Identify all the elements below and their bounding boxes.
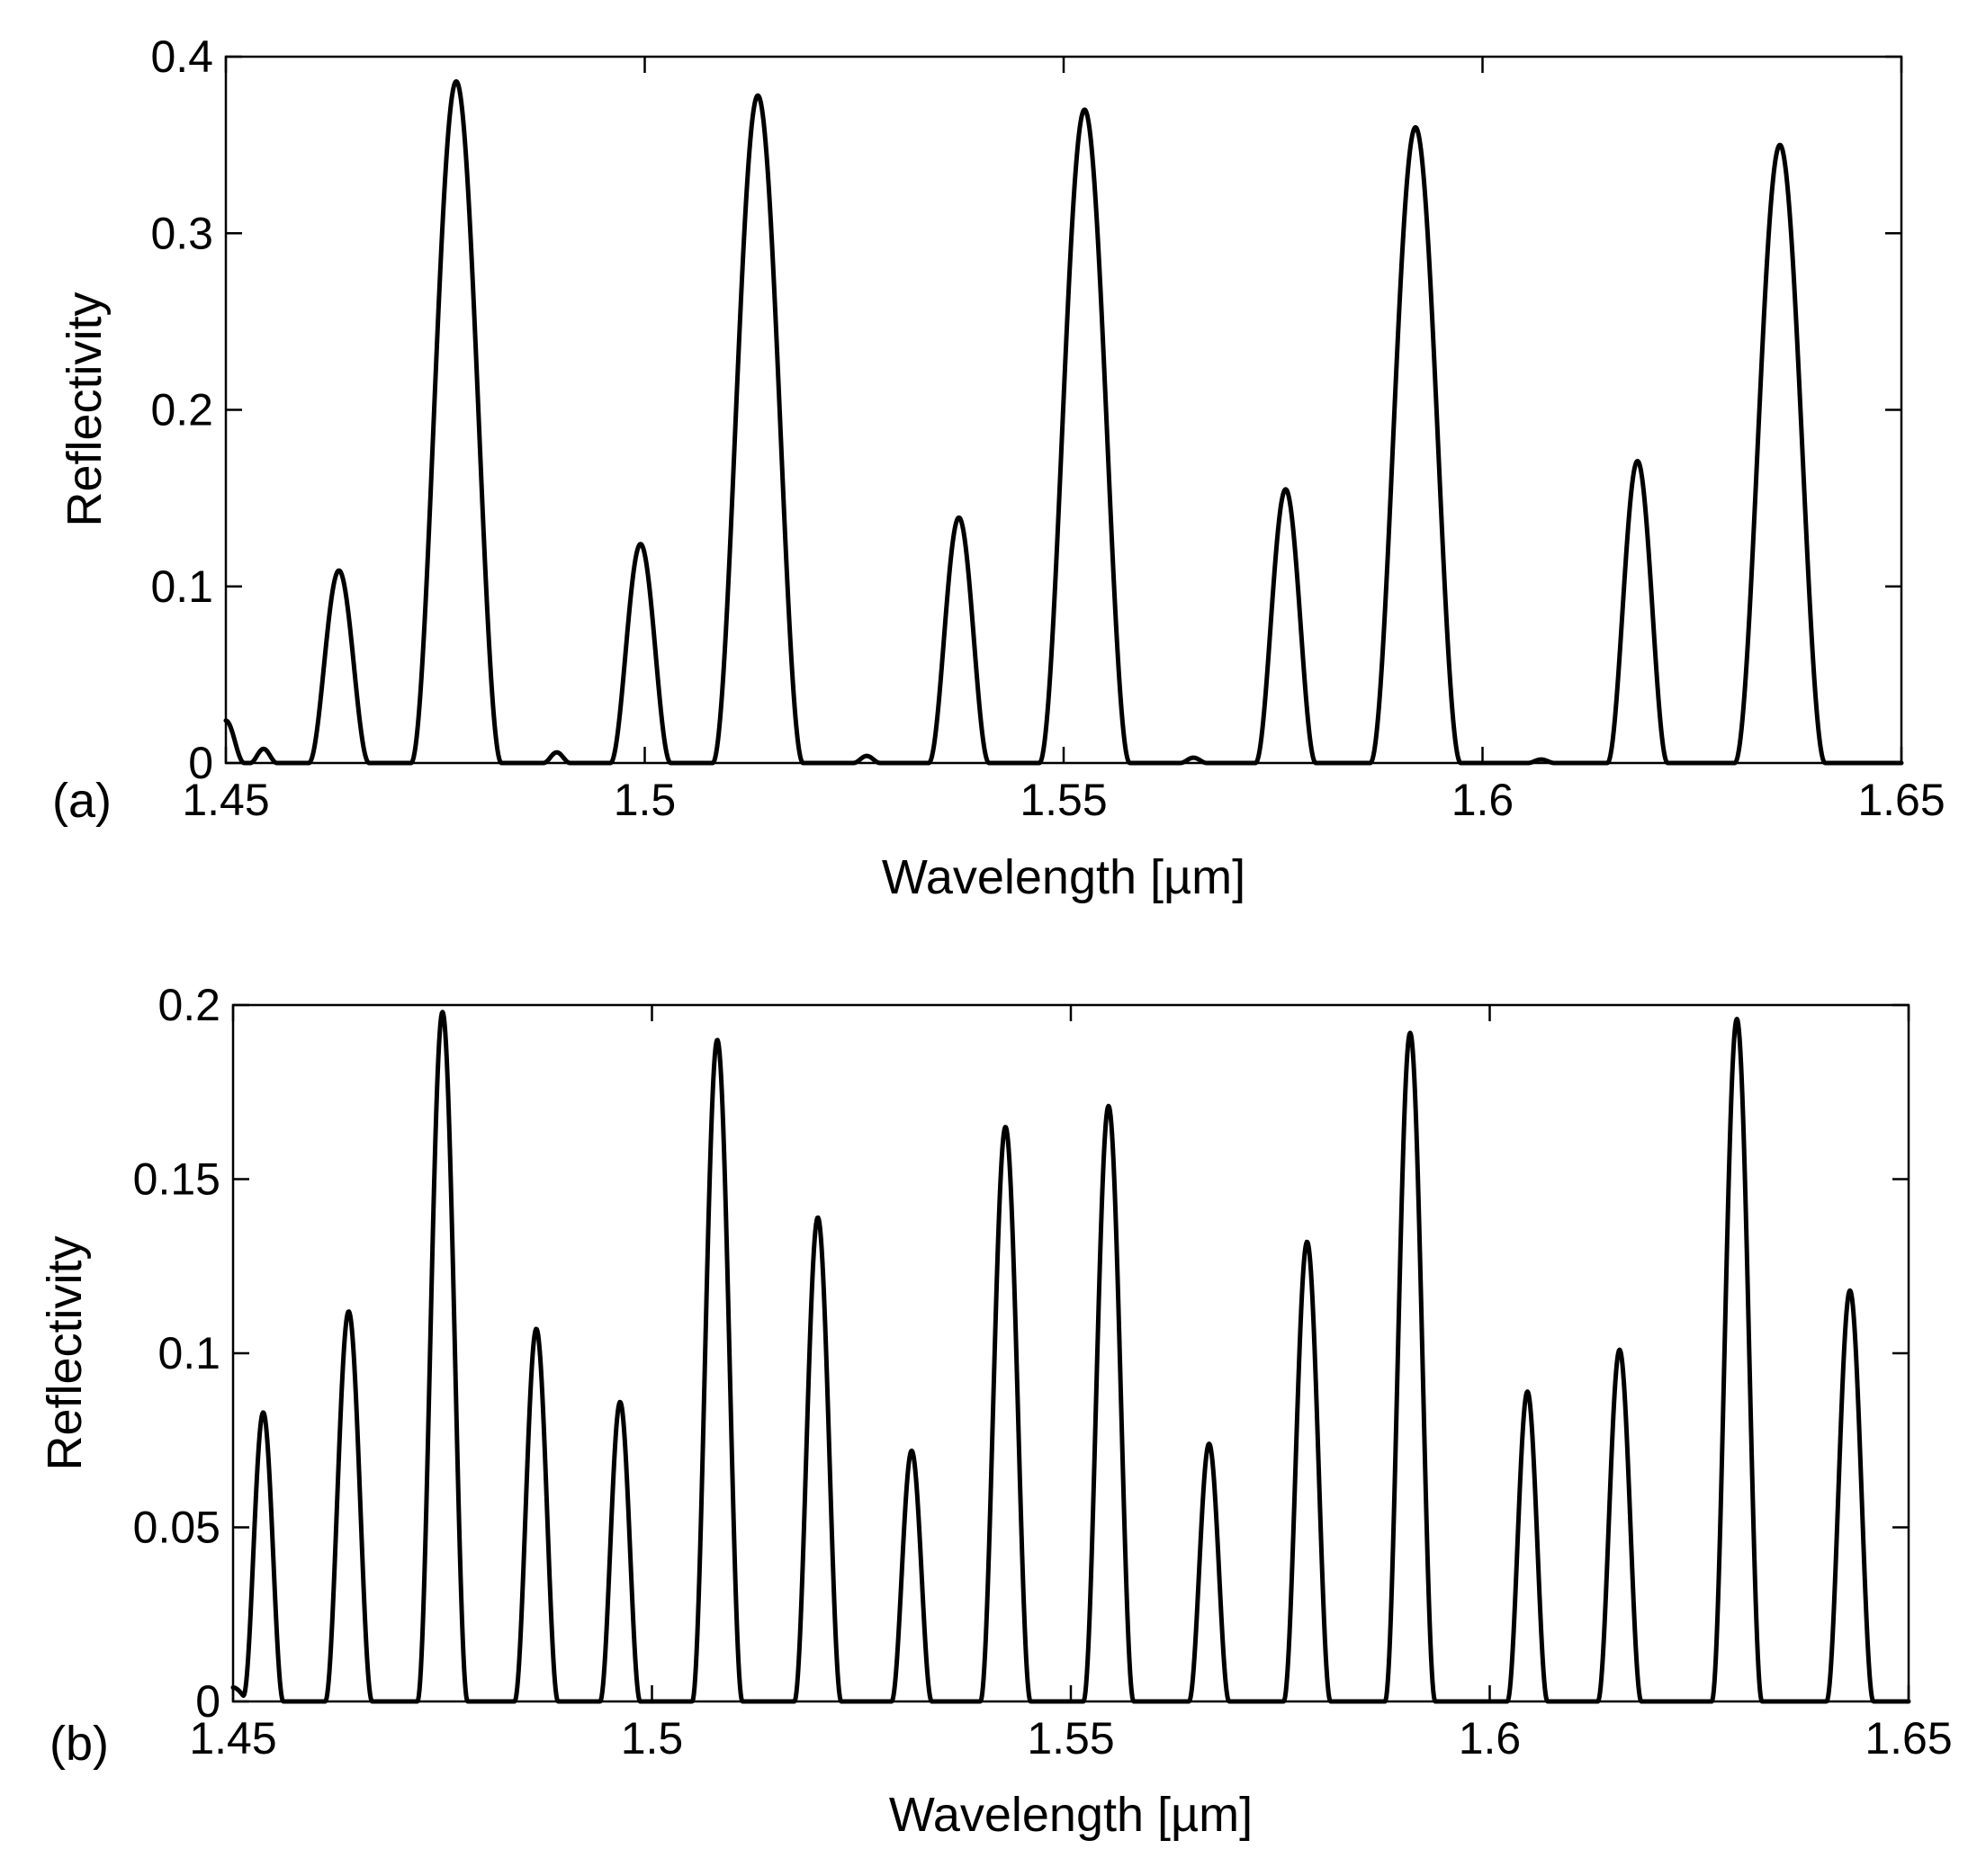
panel-a-y-tick-label: 0.4 <box>150 31 213 82</box>
panel-b-y-tick-labels: 0 0.05 0.1 0.15 0.2 <box>133 980 220 1727</box>
panel-a-y-tick-label: 0 <box>188 738 213 788</box>
panel-a-reflectivity-curve <box>223 78 1904 766</box>
panel-a-x-tick-label: 1.5 <box>614 775 677 825</box>
panel-a-y-tick-labels: 0 0.1 0.2 0.3 0.4 <box>150 31 213 788</box>
panel-a-x-tick-label: 1.55 <box>1020 775 1107 825</box>
panel-b-y-tick-label: 0 <box>195 1676 220 1727</box>
panel-a-x-tick-labels: 1.45 1.5 1.55 1.6 1.65 <box>182 775 1945 825</box>
panel-b-x-tick-label: 1.65 <box>1865 1713 1952 1764</box>
panel-b-x-tick-label: 1.55 <box>1027 1713 1114 1764</box>
panel-a-x-axis-label: Wavelength [µm] <box>882 850 1245 904</box>
panel-b-label: (b) <box>49 1717 109 1771</box>
panel-a-y-tick-label: 0.1 <box>150 561 213 612</box>
panel-a-y-tick-label: 0.3 <box>150 208 213 258</box>
panel-a-x-tick-label: 1.65 <box>1857 775 1945 825</box>
panel-a-x-tick-label: 1.45 <box>182 775 269 825</box>
panel-b-x-tick-label: 1.5 <box>621 1713 684 1764</box>
panel-b-x-tick-label: 1.6 <box>1459 1713 1522 1764</box>
panel-b-y-tick-label: 0.15 <box>133 1154 220 1205</box>
panel-b-x-tick-label: 1.45 <box>189 1713 276 1764</box>
panel-b-reflectivity-curve <box>230 1010 1911 1704</box>
panel-a-label: (a) <box>52 774 112 828</box>
panel-b-x-axis-label: Wavelength [µm] <box>889 1788 1253 1842</box>
panel-a-y-axis-label: Reflectivity <box>58 292 112 526</box>
panel-a-y-tick-label: 0.2 <box>150 385 213 435</box>
panel-b-y-tick-label: 0.05 <box>133 1503 220 1553</box>
panel-b-y-axis-label: Reflectivity <box>38 1235 92 1470</box>
panel-b-y-tick-label: 0.2 <box>157 980 220 1030</box>
panel-a-reflectivity-chart: 1.45 1.5 1.55 1.6 1.65 0 0.1 0.2 0.3 0.4… <box>52 31 1946 904</box>
panel-b-y-tick-label: 0.1 <box>157 1328 220 1378</box>
panel-b-x-tick-labels: 1.45 1.5 1.55 1.6 1.65 <box>189 1713 1952 1764</box>
panel-b-reflectivity-chart: 1.45 1.5 1.55 1.6 1.65 0 0.05 0.1 0.15 0… <box>38 980 1953 1842</box>
panel-a-x-tick-label: 1.6 <box>1451 775 1514 825</box>
